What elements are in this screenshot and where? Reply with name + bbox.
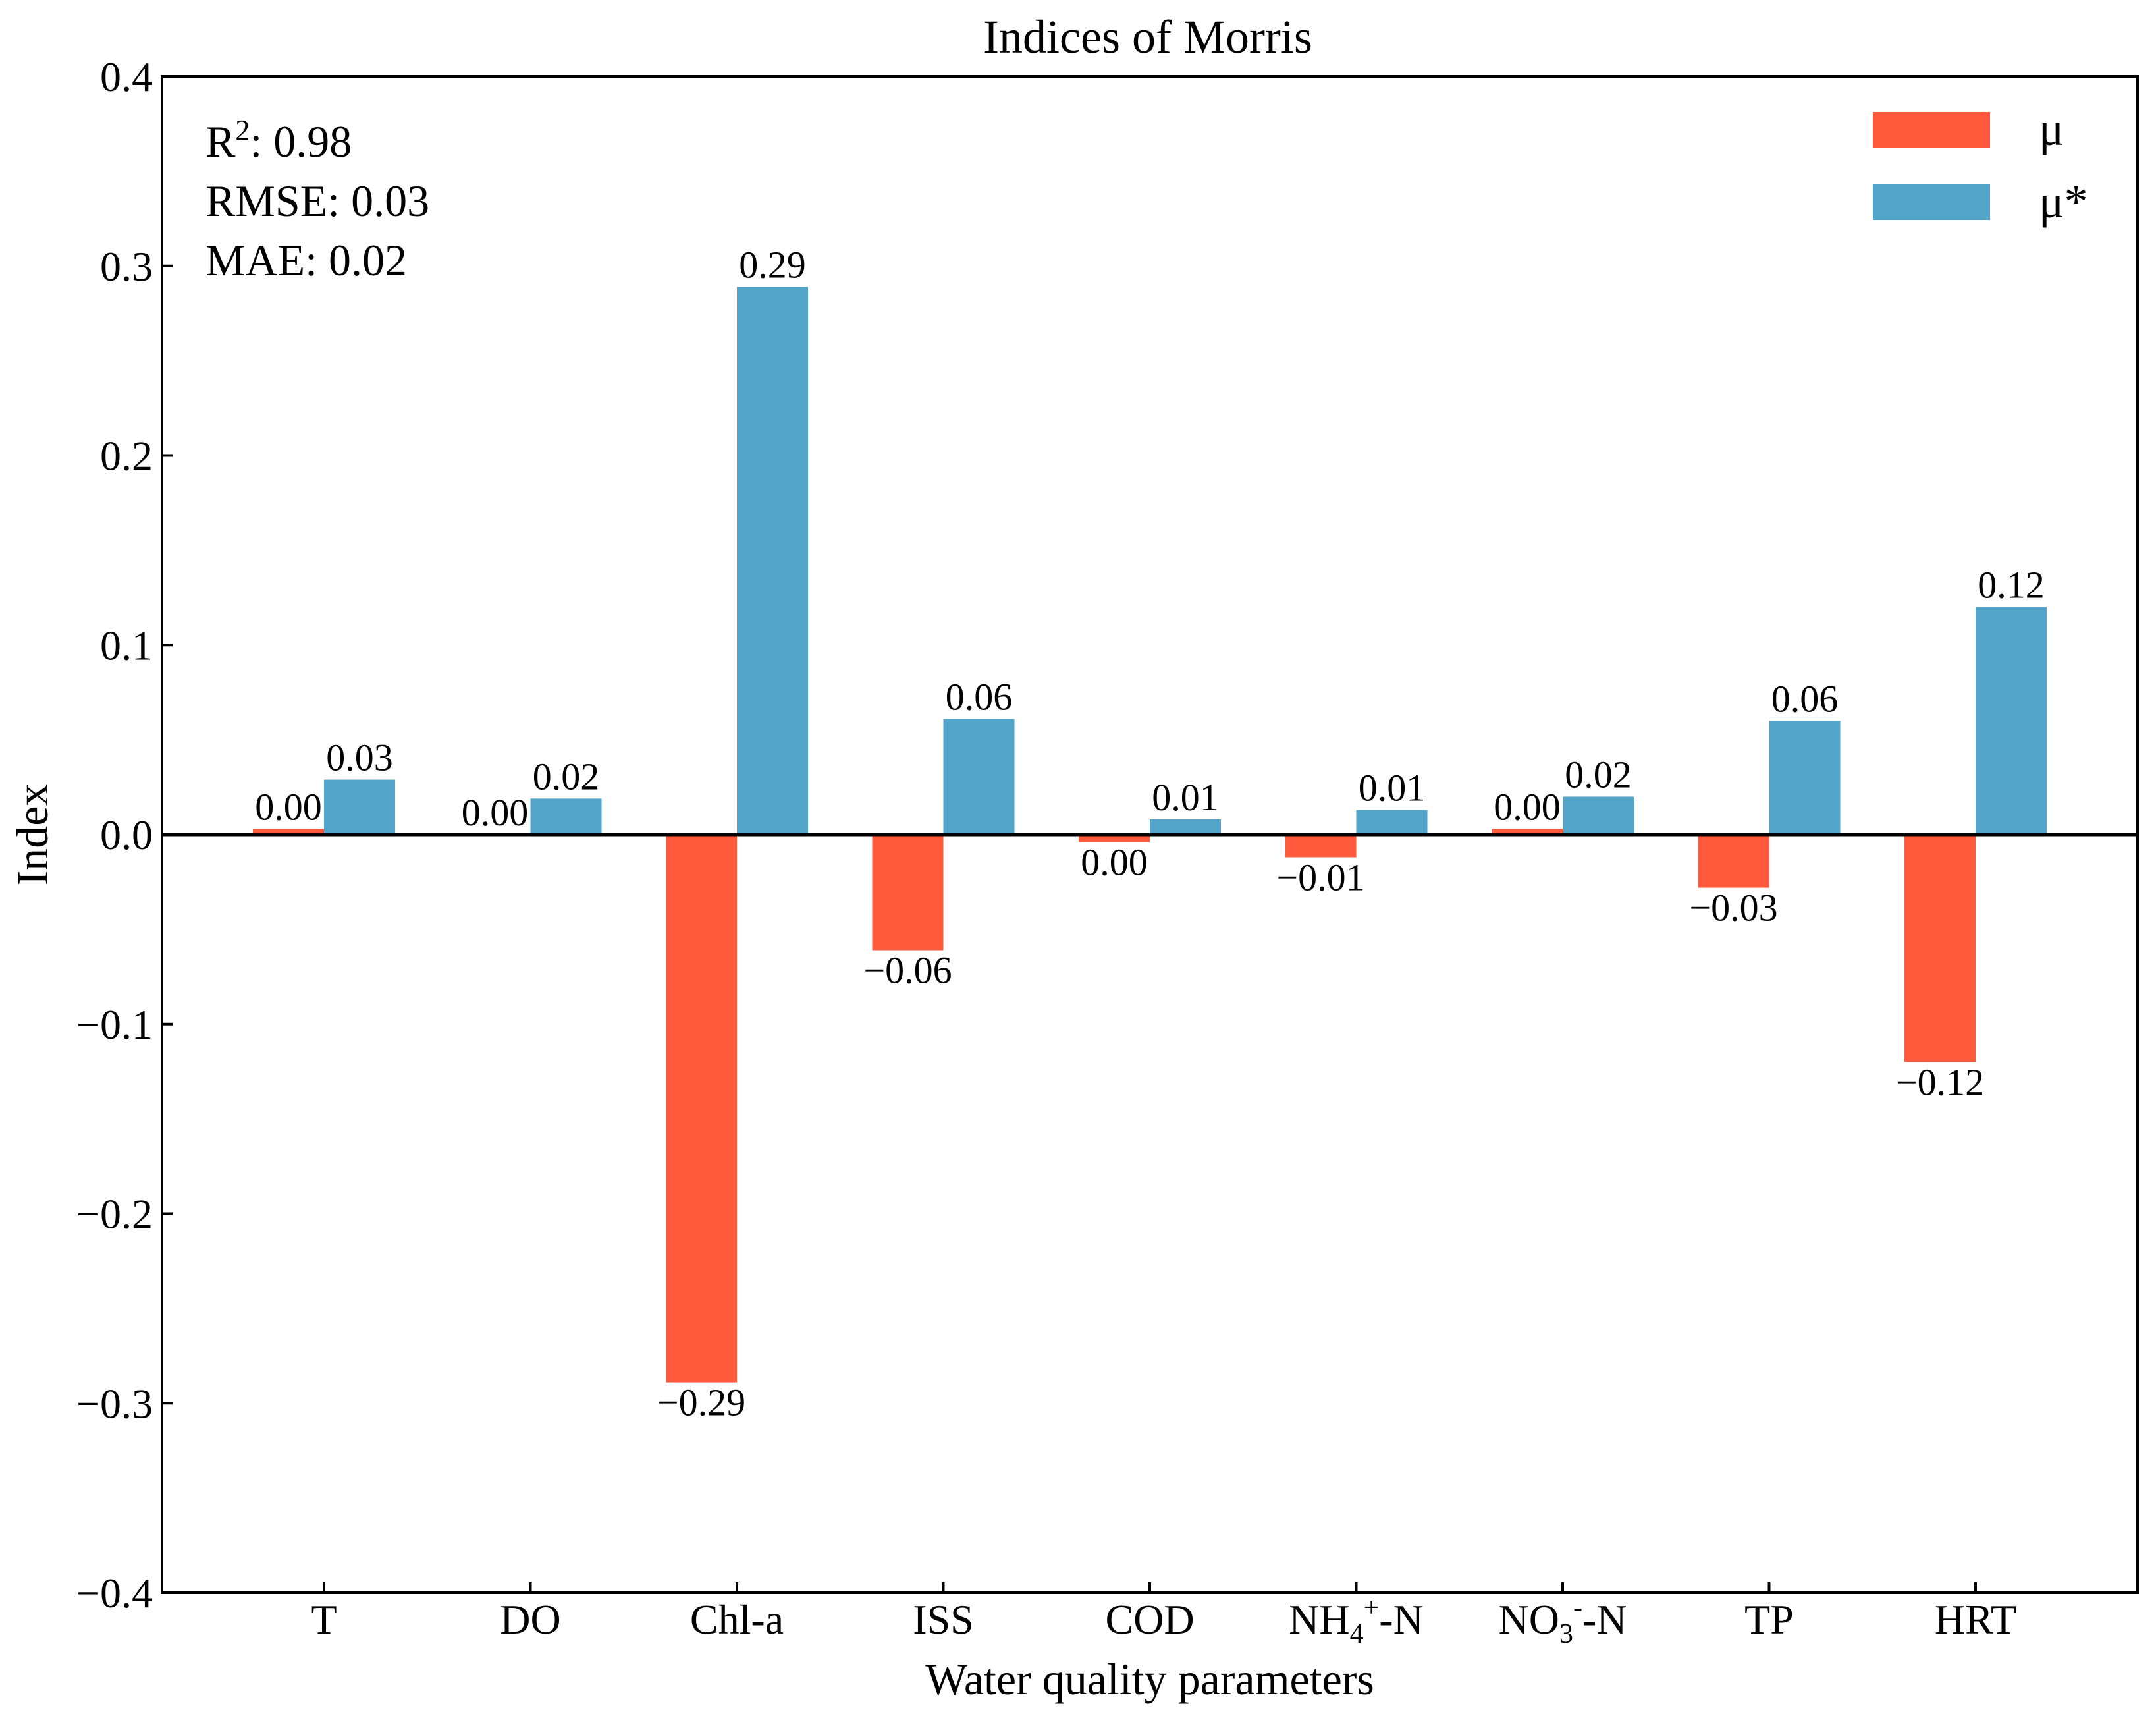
x-tick-label: NO3--N	[1499, 1593, 1627, 1649]
chart-title: Indices of Morris	[983, 11, 1312, 63]
x-tick-label-suffix: -N	[1582, 1596, 1627, 1643]
y-tick-label: 0.2	[100, 433, 153, 480]
x-tick-label-base: DO	[500, 1596, 560, 1643]
data-label-mu: −0.06	[863, 949, 952, 992]
r2-superscript: 2	[235, 114, 250, 146]
bar-mu-star	[943, 719, 1015, 835]
x-tick-label-base: NO	[1499, 1596, 1559, 1643]
data-label-mu-star: 0.29	[739, 243, 806, 286]
fit-statistics: R2: 0.98 RMSE: 0.03 MAE: 0.02	[205, 114, 429, 285]
y-tick-label: −0.3	[76, 1380, 153, 1427]
data-label-mu-star: 0.02	[1565, 753, 1632, 796]
x-tick-label-base: COD	[1105, 1596, 1194, 1643]
y-tick-label: −0.4	[76, 1570, 153, 1616]
data-label-mu-star: 0.02	[533, 755, 600, 798]
y-tick-label: 0.4	[100, 53, 153, 100]
x-axis: T DO Chl-a ISS COD NH4+-N NO3--N TP HRT	[311, 1582, 2016, 1649]
bar-mu-star	[1356, 810, 1428, 835]
x-axis-label: Water quality parameters	[925, 1654, 1374, 1704]
x-tick-label-superscript: -	[1573, 1593, 1582, 1623]
r2-label: R	[205, 117, 236, 167]
y-axis: −0.4 −0.3 −0.2 −0.1 0.0 0.1 0.2 0.3 0.4	[76, 53, 173, 1616]
y-tick-label: −0.1	[76, 1001, 153, 1048]
x-tick-label-superscript: +	[1364, 1593, 1380, 1623]
bar-mu-star	[1150, 819, 1221, 835]
x-tick-label: DO	[500, 1596, 560, 1643]
x-tick-label-base: NH	[1289, 1596, 1349, 1643]
data-label-mu-star: 0.06	[1771, 677, 1839, 720]
legend: μ μ*	[1873, 103, 2088, 228]
data-label-mu-star: 0.03	[326, 736, 393, 779]
data-label-mu-star: 0.01	[1152, 776, 1219, 819]
bar-mu	[253, 829, 324, 835]
x-tick-label-base: Chl-a	[690, 1596, 784, 1643]
bar-mu	[1904, 835, 1976, 1062]
x-tick-label-suffix: -N	[1379, 1596, 1424, 1643]
data-label-mu-star: 0.06	[946, 675, 1013, 718]
data-label-mu: −0.01	[1276, 856, 1364, 899]
bar-mu	[1285, 835, 1357, 858]
legend-swatch-mu	[1873, 112, 1990, 148]
data-label-mu: 0.00	[462, 791, 529, 834]
x-tick-label: Chl-a	[690, 1596, 784, 1643]
data-label-mu: −0.12	[1896, 1061, 1984, 1103]
y-tick-label: 0.0	[100, 812, 153, 858]
mae-stat: MAE: 0.02	[205, 235, 407, 285]
bar-mu-star	[1563, 796, 1634, 835]
x-tick-label-subscript: 3	[1559, 1619, 1573, 1649]
x-tick-label: NH4+-N	[1289, 1593, 1424, 1649]
legend-swatch-mu-star	[1873, 184, 1990, 220]
x-tick-label: TP	[1744, 1596, 1794, 1643]
y-tick-label: 0.1	[100, 622, 153, 669]
bar-mu-star	[1769, 721, 1841, 835]
bars-group	[253, 287, 2047, 1383]
x-tick-label: HRT	[1935, 1596, 2016, 1643]
x-tick-label-base: HRT	[1935, 1596, 2016, 1643]
x-tick-label-subscript: 4	[1350, 1619, 1364, 1649]
x-tick-label: COD	[1105, 1596, 1194, 1643]
r2-value: : 0.98	[250, 117, 352, 167]
r2-stat: R2: 0.98	[205, 114, 352, 167]
bar-mu-star	[1976, 607, 2047, 835]
data-labels-group: 0.00 0.00 −0.29 −0.06 0.00 −0.01 0.00 −0.03 −0.1…	[255, 243, 2045, 1423]
data-label-mu-star: 0.01	[1359, 767, 1426, 810]
x-tick-label-base: T	[311, 1596, 337, 1643]
x-tick-label: T	[311, 1596, 337, 1643]
legend-label-mu: μ	[2039, 103, 2064, 155]
x-tick-label-base: ISS	[913, 1596, 974, 1643]
bar-mu-star	[530, 798, 602, 835]
y-axis-label: Index	[7, 784, 57, 886]
x-tick-label: ISS	[913, 1596, 974, 1643]
bar-mu	[1079, 835, 1150, 842]
rmse-stat: RMSE: 0.03	[205, 176, 429, 226]
y-tick-label: 0.3	[100, 243, 153, 290]
bar-mu	[666, 835, 737, 1383]
bar-mu	[872, 835, 944, 951]
data-label-mu: 0.00	[1081, 841, 1148, 884]
bar-mu-star	[324, 779, 395, 835]
data-label-mu: −0.03	[1689, 887, 1777, 929]
bar-mu-star	[737, 287, 808, 835]
data-label-mu: 0.00	[1494, 785, 1561, 828]
y-tick-label: −0.2	[76, 1191, 153, 1238]
data-label-mu-star: 0.12	[1978, 564, 2045, 607]
bar-mu	[1698, 835, 1769, 888]
bar-mu	[1492, 829, 1563, 835]
data-label-mu: −0.29	[657, 1381, 745, 1424]
x-tick-label-base: TP	[1744, 1596, 1794, 1643]
legend-label-mu-star: μ*	[2039, 175, 2088, 228]
data-label-mu: 0.00	[255, 785, 322, 828]
